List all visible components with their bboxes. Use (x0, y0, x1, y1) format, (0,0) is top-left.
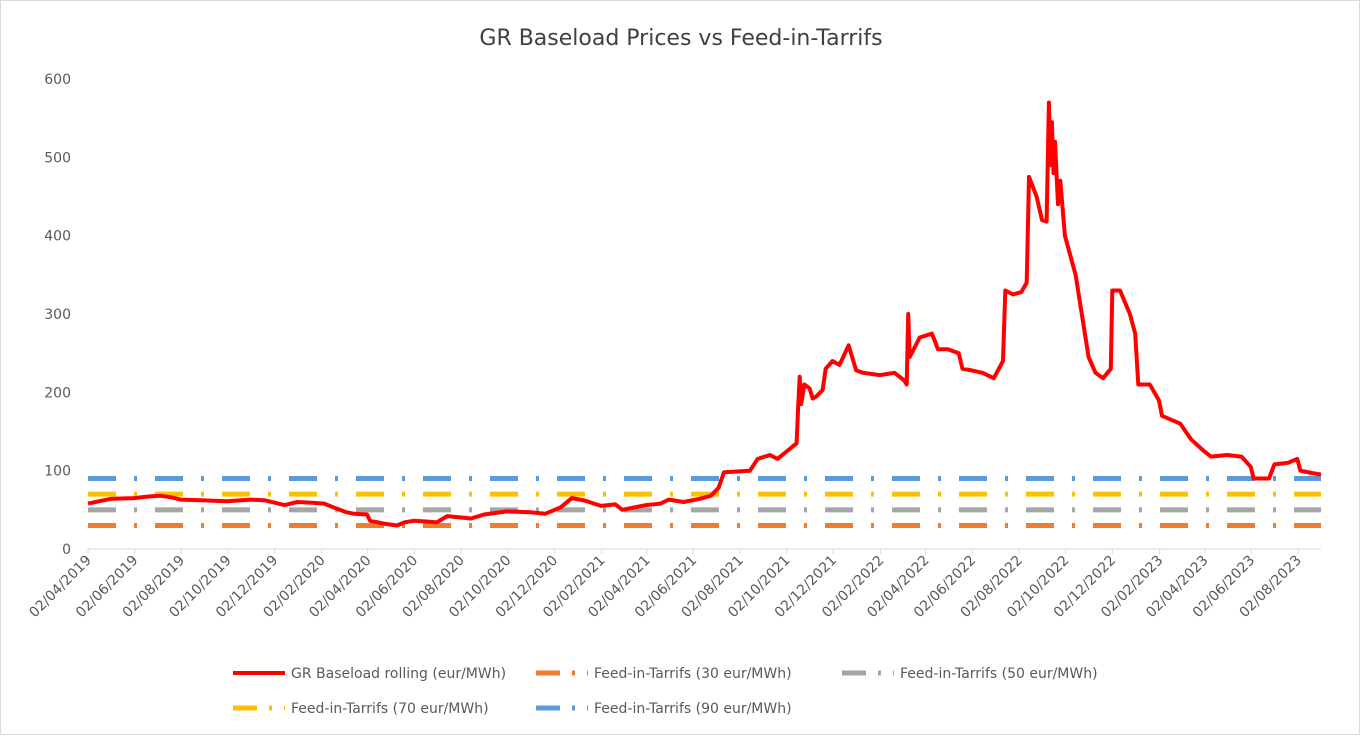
y-tick-label: 600 (44, 72, 71, 88)
legend-item: Feed-in-Tarrifs (30 eur/MWh) (536, 666, 792, 682)
series-line-gr-baseload (87, 100, 1322, 528)
legend-item: Feed-in-Tarrifs (70 eur/MWh) (233, 701, 489, 717)
legend-label: Feed-in-Tarrifs (50 eur/MWh) (900, 666, 1098, 682)
legend: GR Baseload rolling (eur/MWh) Feed-in-Tar… (233, 666, 1098, 717)
y-tick-label: 400 (44, 229, 71, 245)
legend-label: Feed-in-Tarrifs (30 eur/MWh) (594, 666, 792, 682)
plot-area (87, 100, 1322, 528)
legend-item: GR Baseload rolling (eur/MWh) (233, 666, 506, 682)
legend-label: Feed-in-Tarrifs (70 eur/MWh) (291, 701, 489, 717)
legend-item: Feed-in-Tarrifs (50 eur/MWh) (842, 666, 1098, 682)
y-tick-label: 100 (44, 464, 71, 480)
y-tick-label: 200 (44, 385, 71, 401)
legend-label: Feed-in-Tarrifs (90 eur/MWh) (594, 701, 792, 717)
y-axis: 0 100 200 300 400 500 600 (44, 72, 71, 558)
legend-item: Feed-in-Tarrifs (90 eur/MWh) (536, 701, 792, 717)
legend-label: GR Baseload rolling (eur/MWh) (291, 666, 506, 682)
y-tick-label: 0 (62, 542, 71, 558)
y-tick-label: 500 (44, 150, 71, 166)
x-axis: 02/04/201902/06/201902/08/201902/10/2019… (26, 548, 1321, 621)
y-tick-label: 300 (44, 307, 71, 323)
chart-title: GR Baseload Prices vs Feed-in-Tarrifs (479, 26, 882, 51)
